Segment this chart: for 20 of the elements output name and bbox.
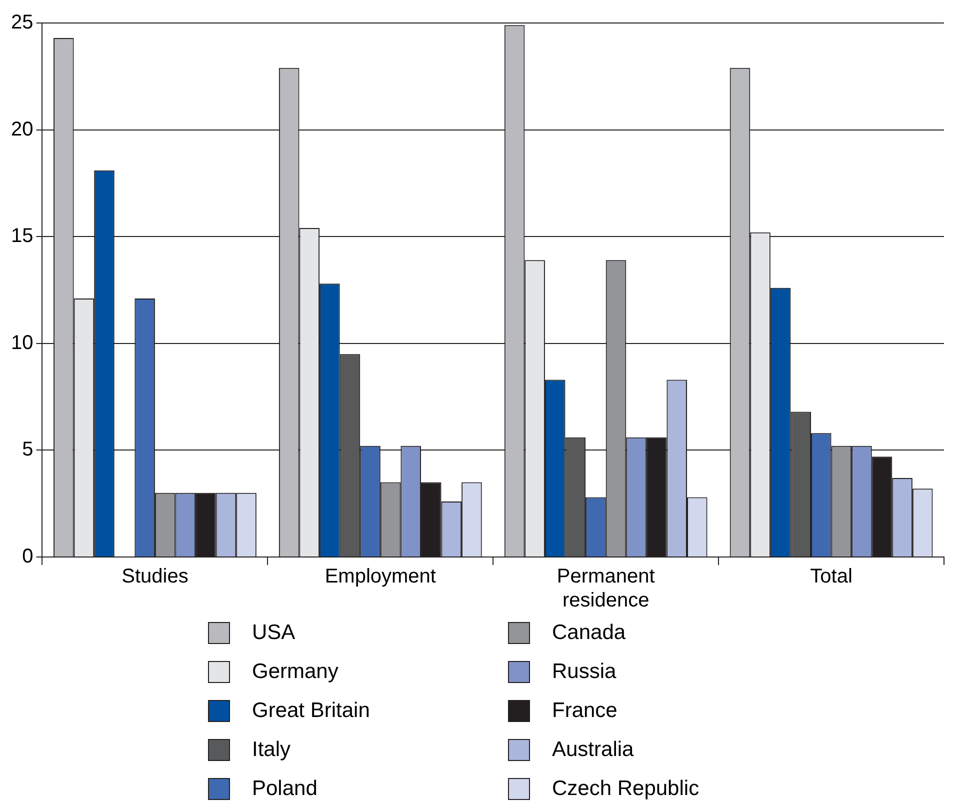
- y-tick-label: 25: [10, 12, 34, 34]
- x-tick-label: Total: [810, 566, 852, 588]
- legend-label: Italy: [252, 738, 291, 762]
- legend-label: Czech Republic: [552, 776, 700, 800]
- y-tick-label: 0: [22, 546, 34, 568]
- x-tick-label: Studies: [122, 566, 188, 588]
- y-tick-label: 5: [22, 438, 34, 461]
- legend-label: Germany: [252, 660, 338, 684]
- x-tick-label: Employment: [324, 566, 436, 588]
- legend-label: France: [552, 698, 618, 722]
- legend-label: Russia: [552, 660, 616, 684]
- y-tick-label: 10: [10, 332, 34, 354]
- legend-label: Canada: [552, 620, 626, 644]
- legend-label: Great Britain: [252, 698, 370, 722]
- y-tick-label: 20: [10, 118, 34, 140]
- legend-label: Poland: [252, 776, 318, 800]
- x-tick-label: Permanent residence: [556, 566, 656, 612]
- legend-label: USA: [252, 620, 296, 644]
- legend-label: Australia: [552, 738, 634, 762]
- y-tick-label: 15: [10, 225, 34, 248]
